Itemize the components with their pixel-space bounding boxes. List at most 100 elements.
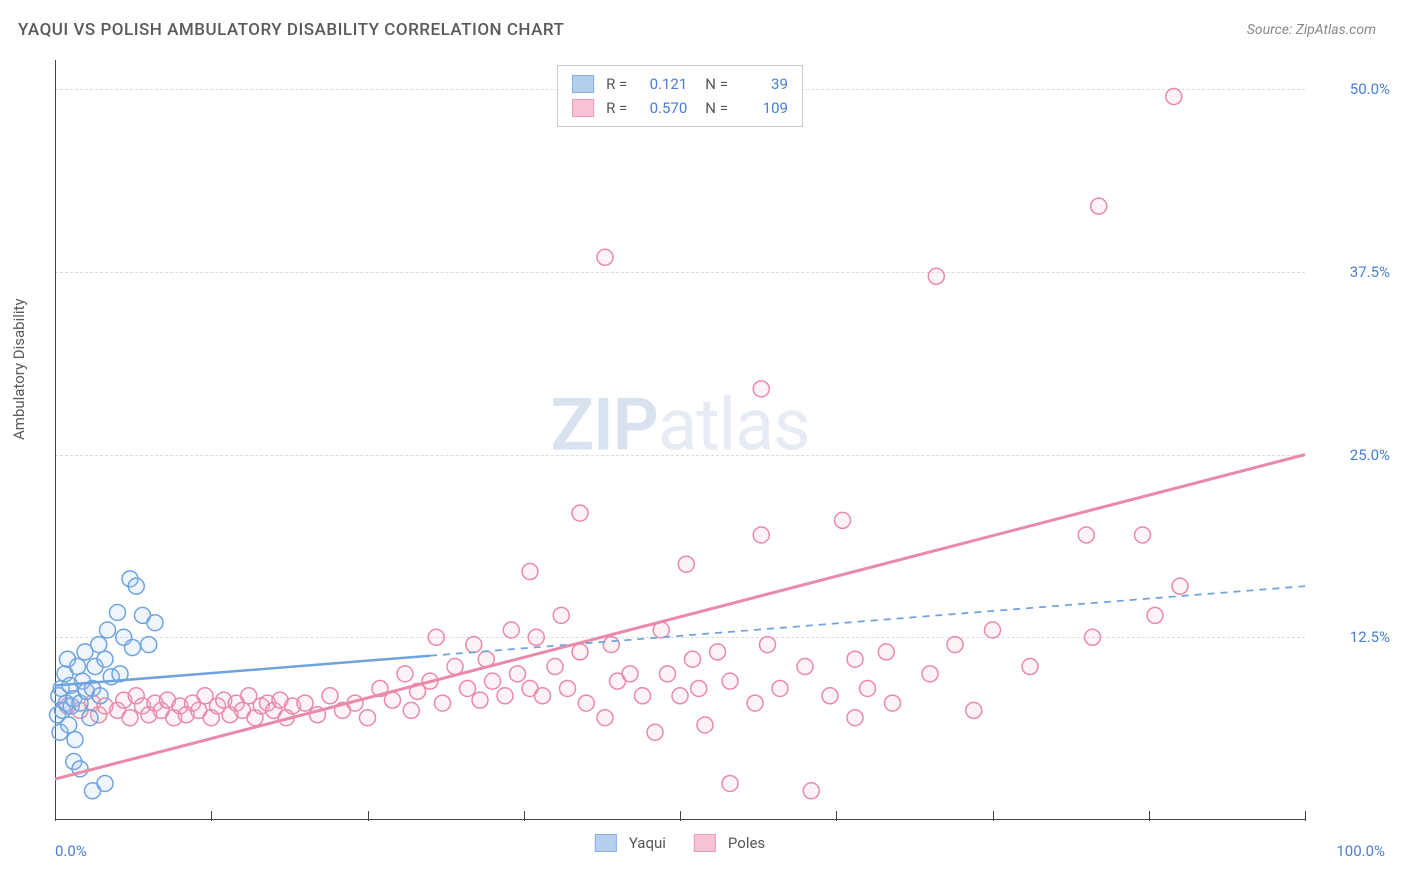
data-point: [878, 644, 894, 660]
data-point: [92, 688, 108, 704]
data-point: [472, 692, 488, 708]
stat-n-poles: 109: [736, 96, 788, 120]
legend-stats-row-yaqui: R = 0.121 N = 39: [572, 72, 788, 96]
data-point: [691, 680, 707, 696]
data-point: [1172, 578, 1188, 594]
y-tick-label: 12.5%: [1320, 628, 1390, 646]
data-point: [803, 783, 819, 799]
legend-item-poles: Poles: [694, 834, 765, 852]
data-point: [82, 710, 98, 726]
data-point: [760, 637, 776, 653]
data-point: [835, 512, 851, 528]
data-point: [297, 695, 313, 711]
x-max-label: 100.0%: [1336, 842, 1385, 860]
data-point: [485, 673, 501, 689]
data-point: [1135, 527, 1151, 543]
data-point: [322, 688, 338, 704]
swatch-yaqui-icon: [595, 834, 617, 852]
data-point: [128, 578, 144, 594]
stat-label-n: N =: [705, 72, 728, 96]
data-point: [603, 637, 619, 653]
scatter-plot: [55, 60, 1305, 820]
data-point: [928, 268, 944, 284]
data-point: [70, 659, 86, 675]
data-point: [1147, 607, 1163, 623]
data-point: [722, 775, 738, 791]
data-point: [710, 644, 726, 660]
data-point: [578, 695, 594, 711]
y-tick-label: 37.5%: [1320, 263, 1390, 281]
data-point: [860, 680, 876, 696]
data-point: [61, 717, 77, 733]
data-point: [1166, 89, 1182, 105]
data-point: [1022, 659, 1038, 675]
data-point: [753, 527, 769, 543]
y-tick-label: 50.0%: [1320, 80, 1390, 98]
legend-stats-row-poles: R = 0.570 N = 109: [572, 96, 788, 120]
data-point: [660, 666, 676, 682]
data-point: [147, 615, 163, 631]
data-point: [722, 673, 738, 689]
data-point: [522, 564, 538, 580]
data-point: [1091, 198, 1107, 214]
data-point: [360, 710, 376, 726]
data-point: [922, 666, 938, 682]
regression-line: [55, 455, 1305, 779]
data-point: [553, 607, 569, 623]
data-point: [1078, 527, 1094, 543]
data-point: [685, 651, 701, 667]
data-point: [597, 249, 613, 265]
data-point: [460, 680, 476, 696]
swatch-poles-icon: [694, 834, 716, 852]
swatch-yaqui-icon: [572, 75, 594, 93]
data-point: [1085, 629, 1101, 645]
data-point: [597, 710, 613, 726]
stat-label-n: N =: [705, 96, 728, 120]
data-point: [466, 637, 482, 653]
swatch-poles-icon: [572, 99, 594, 117]
data-point: [822, 688, 838, 704]
data-point: [110, 604, 126, 620]
legend-label-yaqui: Yaqui: [629, 834, 666, 852]
stat-label-r: R =: [606, 72, 627, 96]
data-point: [772, 680, 788, 696]
legend-label-poles: Poles: [728, 834, 765, 852]
data-point: [100, 622, 116, 638]
legend-item-yaqui: Yaqui: [595, 834, 666, 852]
data-point: [947, 637, 963, 653]
data-point: [753, 381, 769, 397]
legend-stats: R = 0.121 N = 39 R = 0.570 N = 109: [557, 65, 803, 127]
data-point: [385, 692, 401, 708]
legend-series: Yaqui Poles: [595, 834, 765, 852]
chart-title: YAQUI VS POLISH AMBULATORY DISABILITY CO…: [18, 20, 564, 40]
data-point: [435, 695, 451, 711]
data-point: [447, 659, 463, 675]
data-point: [635, 688, 651, 704]
data-point: [678, 556, 694, 572]
data-point: [535, 688, 551, 704]
data-point: [847, 710, 863, 726]
data-point: [141, 637, 157, 653]
y-axis-label: Ambulatory Disability: [10, 298, 28, 440]
stat-n-yaqui: 39: [736, 72, 788, 96]
data-point: [497, 688, 513, 704]
data-point: [572, 505, 588, 521]
data-point: [125, 640, 141, 656]
data-point: [97, 651, 113, 667]
data-point: [697, 717, 713, 733]
y-tick-label: 25.0%: [1320, 446, 1390, 464]
data-point: [847, 651, 863, 667]
data-point: [647, 724, 663, 740]
data-point: [397, 666, 413, 682]
stat-label-r: R =: [606, 96, 627, 120]
data-point: [97, 775, 113, 791]
data-point: [122, 710, 138, 726]
data-point: [885, 695, 901, 711]
data-point: [510, 666, 526, 682]
data-point: [503, 622, 519, 638]
chart-area: ZIPatlas 12.5%25.0%37.5%50.0% 0.0% 100.0…: [55, 60, 1305, 820]
data-point: [747, 695, 763, 711]
source-label: Source: ZipAtlas.com: [1247, 22, 1376, 38]
data-point: [560, 680, 576, 696]
data-point: [547, 659, 563, 675]
